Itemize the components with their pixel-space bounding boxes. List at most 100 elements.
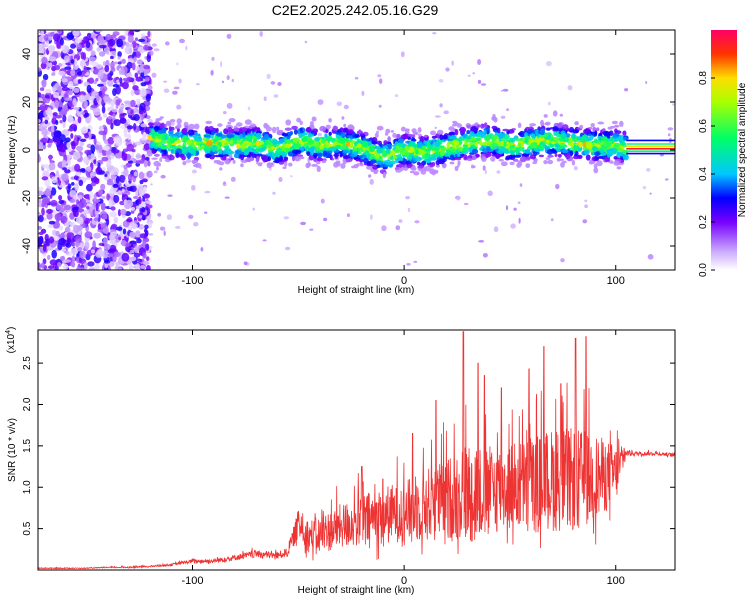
heatmap-noise-cell	[67, 116, 75, 123]
heatmap-noise-cell	[45, 94, 50, 100]
heatmap-noise-cell	[135, 263, 140, 270]
heatmap-faint-cell	[445, 67, 450, 72]
heatmap-ridge-cell	[454, 129, 459, 136]
heatmap-faint-cell	[159, 226, 166, 231]
heatmap-noise-cell	[67, 128, 75, 132]
heatmap-noise-cell	[42, 164, 50, 169]
heatmap-ridge-cell	[279, 155, 283, 162]
heatmap-ridge-cell	[431, 142, 437, 147]
heatmap-noise-cell	[92, 91, 99, 96]
heatmap-noise-cell	[135, 160, 144, 164]
heatmap-ridge-cell	[436, 164, 440, 168]
heatmap-noise-cell	[134, 72, 139, 79]
heatmap-ridge-cell	[198, 148, 203, 151]
heatmap-ridge-cell	[556, 157, 561, 162]
heatmap-ridge-cell	[347, 124, 355, 131]
heatmap-ridge-cell	[420, 150, 426, 156]
heatmap-ridge-cell	[540, 122, 545, 127]
heatmap-noise-cell	[62, 248, 66, 252]
heatmap-ridge-cell	[524, 149, 531, 154]
heatmap-noise-cell	[142, 240, 147, 249]
heatmap-ridge-cell	[549, 143, 554, 149]
heatmap-faint-cell	[500, 89, 503, 92]
heatmap-noise-cell	[44, 116, 50, 121]
heatmap-ridge-cell	[505, 155, 513, 160]
heatmap-ridge-cell	[358, 159, 364, 163]
spectrogram-x-label: Height of straight line (km)	[298, 285, 415, 296]
heatmap-ridge-cell	[425, 152, 429, 159]
heatmap-noise-cell	[131, 62, 136, 71]
heatmap-faint-cell	[309, 228, 314, 231]
heatmap-noise-cell	[71, 141, 76, 150]
heatmap-ridge-cell	[274, 156, 280, 164]
heatmap-ridge-cell	[311, 116, 317, 122]
heatmap-noise-cell	[118, 191, 123, 196]
heatmap-noise-cell	[75, 240, 80, 248]
heatmap-noise-cell	[119, 82, 124, 87]
heatmap-faint-cell	[336, 101, 342, 107]
heatmap-ridge-cell	[383, 145, 388, 150]
heatmap-ridge-cell	[154, 138, 160, 143]
heatmap-faint-cell	[413, 260, 418, 263]
heatmap-noise-cell	[113, 119, 121, 127]
heatmap-ridge-cell	[168, 129, 174, 135]
heatmap-ridge-cell	[169, 119, 176, 123]
snr-scale-prefix: (x10	[6, 333, 17, 353]
heatmap-ridge-cell	[355, 158, 360, 162]
heatmap-faint-cell	[518, 217, 521, 224]
heatmap-ridge-cell	[183, 135, 188, 140]
heatmap-faint-cell	[178, 78, 182, 84]
heatmap-ridge-cell	[597, 136, 603, 140]
heatmap-noise-cell	[74, 163, 81, 172]
heatmap-noise-cell	[48, 220, 56, 225]
heatmap-ridge-cell	[510, 151, 515, 156]
heatmap-noise-cell	[102, 113, 108, 118]
heatmap-noise-cell	[88, 56, 97, 62]
heatmap-noise-cell	[96, 166, 101, 172]
heatmap-noise-cell	[92, 240, 96, 250]
heatmap-faint-cell	[584, 204, 588, 208]
heatmap-ridge-cell	[304, 132, 308, 136]
heatmap-ridge-cell	[246, 130, 251, 134]
heatmap-ridge-cell	[382, 171, 386, 179]
heatmap-faint-cell	[472, 72, 476, 75]
heatmap-noise-cell	[70, 43, 77, 49]
heatmap-faint-cell	[191, 169, 197, 174]
heatmap-ridge-cell	[305, 162, 311, 169]
heatmap-ridge-cell	[373, 169, 379, 173]
heatmap-faint-cell	[179, 38, 185, 44]
heatmap-ridge-cell	[491, 135, 497, 140]
heatmap-noise-cell	[102, 61, 106, 66]
snr-y-tick-label: 0.5	[22, 521, 33, 535]
heatmap-ridge-cell	[167, 148, 172, 152]
heatmap-ridge-cell	[240, 154, 245, 158]
heatmap-noise-cell	[87, 154, 92, 160]
heatmap-noise-cell	[63, 105, 68, 111]
heatmap-noise-cell	[133, 220, 139, 224]
heatmap-noise-cell	[109, 188, 115, 197]
heatmap-noise-cell	[73, 78, 79, 84]
heatmap-faint-cell	[185, 45, 188, 51]
heatmap-noise-cell	[130, 99, 136, 108]
heatmap-noise-cell	[138, 196, 142, 205]
heatmap-ridge-cell	[263, 156, 269, 163]
heatmap-ridge-cell	[502, 128, 510, 132]
heatmap-noise-cell	[38, 44, 42, 49]
heatmap-ridge-cell	[220, 139, 226, 143]
heatmap-noise-cell	[121, 58, 126, 64]
heatmap-faint-cell	[151, 43, 157, 47]
heatmap-faint-cell	[317, 132, 322, 137]
heatmap-ridge-cell	[383, 140, 388, 145]
heatmap-noise-cell	[119, 77, 123, 84]
heatmap-ridge-cell	[450, 154, 455, 159]
heatmap-noise-cell	[48, 265, 55, 270]
heatmap-ridge-cell	[347, 135, 353, 139]
snr-x-tick-label: 100	[607, 575, 625, 587]
heatmap-noise-cell	[142, 252, 147, 259]
heatmap-ridge-cell	[307, 127, 311, 131]
heatmap-noise-cell	[94, 217, 99, 222]
heatmap-ridge-cell	[593, 163, 598, 169]
heatmap-noise-cell	[93, 232, 101, 239]
heatmap-noise-cell	[90, 50, 96, 57]
